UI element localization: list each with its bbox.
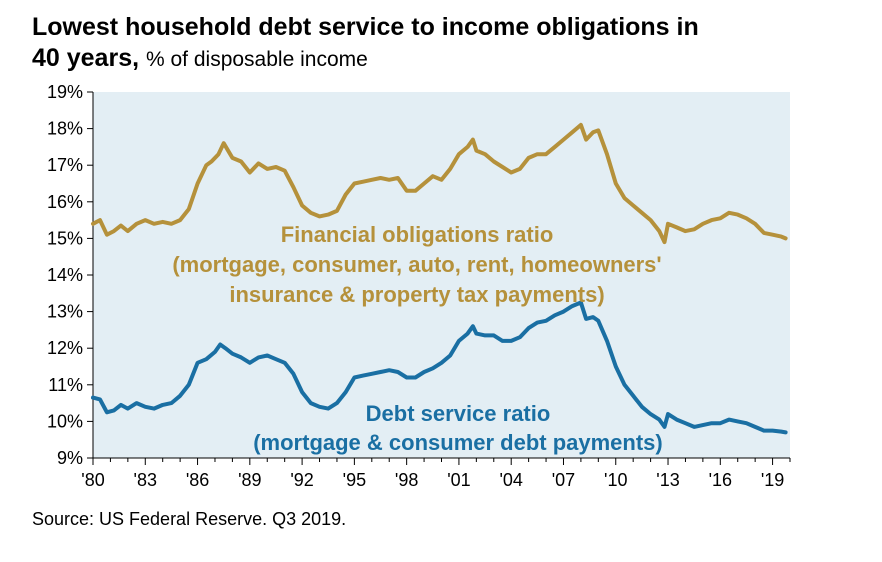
y-tick-label: 11% (48, 375, 83, 395)
y-tick-label: 13% (47, 302, 83, 322)
title-line-1: Lowest household debt service to income … (32, 13, 699, 41)
series-line-1 (91, 122, 788, 245)
y-axis: 9% 10% 11% 12% 13% 14% 15% 16% 17% 18% 19% (47, 82, 94, 468)
y-tick-label: 12% (47, 338, 83, 358)
y-tick-label: 15% (47, 228, 83, 248)
x-tick-label: '92 (290, 470, 313, 490)
annotation-2-line: Debt service ratio (366, 401, 551, 426)
x-tick-label: '86 (186, 470, 209, 490)
x-tick-label: '10 (604, 470, 627, 490)
y-tick-label: 19% (47, 82, 83, 102)
y-tick-label: 10% (47, 411, 83, 431)
x-tick-label: '04 (499, 470, 522, 490)
x-tick-label: '16 (709, 470, 732, 490)
x-tick-label: '98 (395, 470, 418, 490)
unit-label: % of disposable income (146, 48, 368, 71)
y-tick-label: 9% (57, 448, 83, 468)
x-tick-label: '83 (134, 470, 157, 490)
annotations: Financial obligations ratio (mortgage, co… (172, 222, 662, 455)
chart-title: Lowest household debt service to income … (32, 12, 852, 75)
annotation-1-line: insurance & property tax payments) (229, 282, 604, 307)
x-tick-label: '07 (552, 470, 575, 490)
x-tick-label: '80 (81, 470, 104, 490)
x-tick-label: '89 (238, 470, 261, 490)
title-bold-part: 40 years, (32, 44, 140, 72)
y-tick-label: 17% (47, 155, 83, 175)
plot-area (93, 92, 790, 458)
series-group (91, 122, 788, 435)
title-line-2: 40 years, % of disposable income (32, 43, 852, 75)
x-tick-label: '01 (447, 470, 470, 490)
y-tick-label: 18% (47, 119, 83, 139)
annotation-1-line: (mortgage, consumer, auto, rent, homeown… (172, 252, 661, 277)
annotation-2-line: (mortgage & consumer debt payments) (253, 430, 663, 455)
source-note: Source: US Federal Reserve. Q3 2019. (32, 509, 347, 529)
x-axis: '80 '83 '86 '89 '92 '95 '98 '01 '04 '07 '10 '13 '16 '… (81, 457, 791, 490)
x-tick-label: '13 (656, 470, 679, 490)
y-tick-label: 16% (47, 192, 83, 212)
annotation-1-line: Financial obligations ratio (281, 222, 554, 247)
series-line-2 (91, 300, 788, 435)
x-tick-label: '95 (343, 470, 366, 490)
x-tick-label: '19 (761, 470, 784, 490)
y-tick-label: 14% (47, 265, 83, 285)
